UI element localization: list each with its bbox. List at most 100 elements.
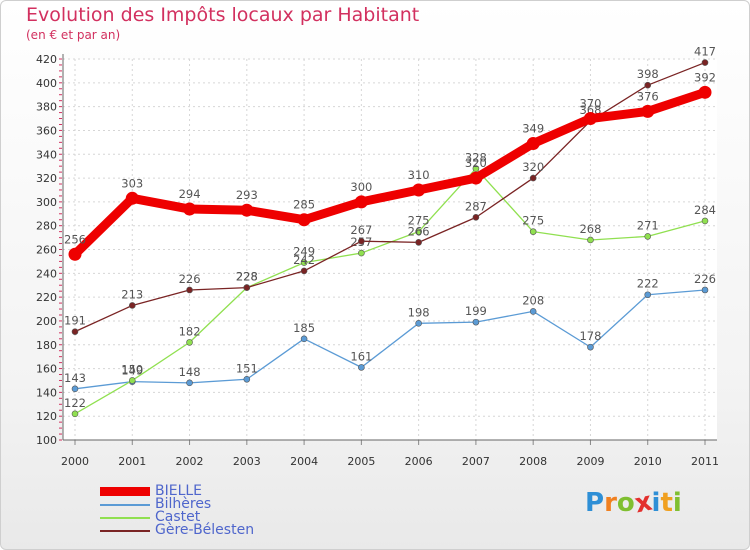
chart-subtitle: (en € et par an) [26, 28, 121, 42]
data-point-bilheres [186, 379, 193, 387]
legend-label: BIELLE [155, 483, 203, 499]
x-tick-label: 2011 [691, 455, 719, 468]
data-point-bielle [641, 104, 655, 118]
data-label-bilheres: 178 [579, 329, 601, 343]
data-label-gere-belesten: 267 [350, 223, 372, 237]
y-tick-label: 380 [36, 101, 57, 114]
data-point-bielle [698, 85, 712, 99]
data-label-castet: 271 [637, 218, 659, 232]
data-label-gere-belesten: 398 [637, 67, 659, 81]
data-label-castet: 150 [121, 362, 143, 376]
x-tick-label: 2006 [405, 455, 433, 468]
data-label-castet: 328 [465, 151, 487, 165]
legend-label: Castet [155, 509, 201, 525]
legend-swatch [100, 487, 150, 496]
x-tick-label: 2003 [233, 455, 261, 468]
data-label-bilheres: 148 [179, 365, 201, 379]
data-label-gere-belesten: 226 [179, 272, 201, 286]
data-label-gere-belesten: 287 [465, 199, 487, 213]
data-label-castet: 182 [179, 324, 201, 338]
data-point-bielle [526, 137, 540, 151]
data-label-bilheres: 151 [236, 361, 258, 375]
data-label-bielle: 376 [637, 89, 659, 103]
data-point-castet [358, 249, 365, 257]
data-label-bielle: 370 [579, 97, 601, 111]
y-tick-label: 140 [36, 386, 57, 399]
data-label-bilheres: 199 [465, 304, 487, 318]
data-point-gere-belesten [300, 267, 308, 275]
data-point-bilheres [243, 375, 251, 383]
data-point-bilheres [415, 320, 422, 327]
legend-swatch [100, 529, 150, 532]
data-point-bilheres [529, 308, 537, 315]
data-label-bilheres: 149 [121, 364, 143, 378]
data-point-gere-belesten [186, 286, 193, 294]
data-label-bilheres: 208 [522, 293, 544, 307]
data-point-gere-belesten [472, 214, 480, 221]
data-label-castet: 228 [236, 270, 258, 284]
data-label-bielle: 349 [522, 122, 544, 136]
data-point-bielle [412, 183, 426, 197]
data-label-bilheres: 198 [408, 305, 430, 319]
data-point-bilheres [300, 335, 308, 343]
x-tick-label: 2010 [634, 455, 662, 468]
data-point-castet [644, 233, 652, 240]
legend-label: Gère-Bélesten [155, 522, 255, 538]
x-tick-label: 2007 [462, 455, 490, 468]
series-line-bilheres [74, 289, 706, 390]
data-label-gere-belesten: 213 [121, 287, 143, 301]
data-point-castet [529, 228, 537, 235]
data-point-bielle [125, 191, 139, 205]
y-tick-label: 260 [36, 244, 57, 257]
data-label-castet: 284 [694, 203, 716, 217]
data-label-bielle: 392 [694, 70, 716, 84]
data-point-bielle [297, 213, 311, 227]
data-point-castet [186, 339, 193, 346]
data-point-bilheres [587, 343, 594, 351]
data-label-castet: 122 [64, 396, 86, 410]
data-point-castet [128, 377, 136, 384]
x-tick-label: 2004 [290, 455, 318, 468]
data-point-bilheres [701, 286, 709, 294]
y-tick-label: 220 [36, 291, 57, 304]
data-point-castet [472, 165, 480, 172]
data-point-bilheres [472, 318, 480, 326]
data-point-gere-belesten [529, 174, 537, 182]
y-tick-label: 360 [36, 124, 57, 137]
y-tick-label: 280 [36, 220, 57, 233]
data-point-castet [415, 228, 422, 235]
data-point-bielle [583, 112, 597, 126]
y-tick-label: 160 [36, 363, 57, 376]
data-point-bielle [354, 195, 368, 209]
data-label-bielle: 320 [465, 156, 487, 170]
data-label-castet: 249 [293, 245, 315, 259]
data-point-bielle [240, 203, 254, 217]
data-label-castet: 268 [579, 222, 601, 236]
data-label-castet: 275 [408, 214, 430, 228]
proxiti-logo: Proxiti [585, 486, 682, 520]
data-label-gere-belesten: 191 [64, 314, 86, 328]
data-label-bielle: 300 [350, 180, 372, 194]
data-label-bilheres: 222 [637, 277, 659, 291]
y-tick-label: 420 [36, 53, 57, 66]
data-label-bilheres: 226 [694, 272, 716, 286]
data-label-bielle: 294 [179, 187, 201, 201]
series-line-bielle [70, 87, 710, 259]
y-tick-label: 320 [36, 172, 57, 185]
y-tick-label: 180 [36, 339, 57, 352]
data-point-castet [71, 410, 79, 418]
y-tick-label: 100 [36, 434, 57, 447]
y-tick-label: 200 [36, 315, 57, 328]
data-label-gere-belesten: 242 [293, 253, 315, 267]
x-tick-label: 2002 [176, 455, 204, 468]
y-tick-label: 120 [36, 410, 57, 423]
x-tick-label: 2005 [347, 455, 375, 468]
data-label-gere-belesten: 417 [694, 45, 716, 59]
data-point-gere-belesten [644, 81, 652, 89]
data-point-gere-belesten [243, 284, 251, 291]
data-point-bielle [183, 202, 197, 216]
x-tick-label: 2009 [576, 455, 604, 468]
data-label-castet: 275 [522, 214, 544, 228]
data-point-gere-belesten [415, 239, 422, 246]
data-label-bielle: 285 [293, 198, 315, 212]
